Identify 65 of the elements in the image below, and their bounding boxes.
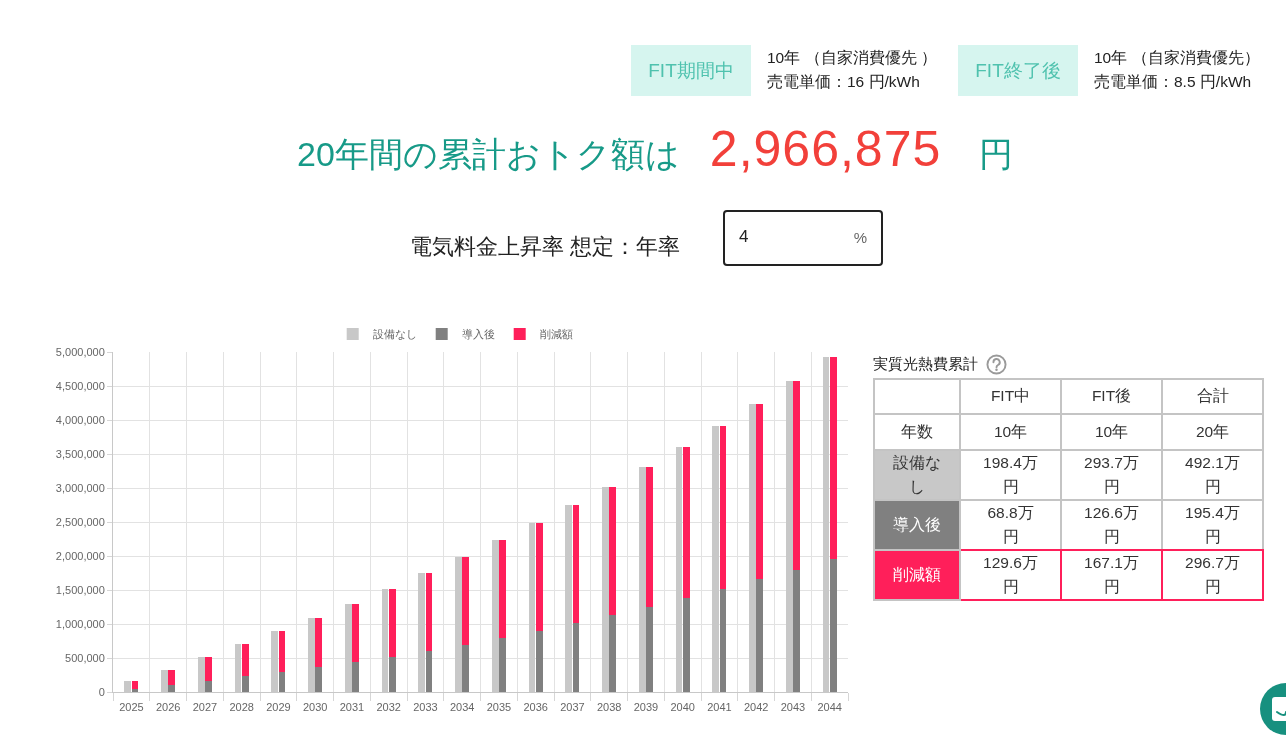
- text: 10年: [1094, 423, 1129, 440]
- text: 492.1万円: [1185, 454, 1240, 495]
- y-tick-label: 1,500,000: [55, 583, 105, 596]
- text: 167.1万円: [1084, 554, 1139, 595]
- x-tick-label: 2027: [192, 701, 218, 714]
- x-tick-label: 2031: [339, 701, 365, 714]
- y-tick-label: 500,000: [65, 651, 105, 664]
- text: 円: [979, 134, 1014, 175]
- text: 293.7万円: [1084, 454, 1139, 495]
- text: 実質光熱費累計: [873, 354, 978, 374]
- text: 10年: [993, 423, 1028, 440]
- x-tick-label: 2033: [413, 701, 438, 714]
- legend-label: 削減額: [539, 328, 573, 341]
- x-tick-label: 2038: [596, 701, 622, 714]
- text: 電気料金上昇率 想定：年率: [410, 233, 681, 261]
- text: 10年 （自家消費優先）: [1094, 48, 1260, 68]
- x-tick-label: 2041: [707, 701, 732, 714]
- category-label: FIT後: [1061, 379, 1162, 414]
- y-tick-label: 4,500,000: [55, 379, 105, 392]
- x-tick-label: 2030: [302, 701, 328, 714]
- x-tick-label: 2036: [523, 701, 548, 714]
- text: FIT期間中: [648, 58, 734, 83]
- text: 68.8万円: [987, 504, 1034, 545]
- x-tick-label: 2044: [817, 701, 842, 714]
- x-tick-label: 2032: [376, 701, 401, 714]
- category-label: 設備なし: [893, 454, 941, 495]
- text: 売電単価：8.5 円/kWh: [1094, 72, 1252, 92]
- x-tick-label: 2042: [743, 701, 769, 714]
- text: 126.6万円: [1084, 504, 1139, 545]
- text: 129.6万円: [983, 554, 1038, 595]
- legend-label: 設備なし: [372, 328, 417, 341]
- text: 198.4万円: [983, 454, 1038, 495]
- category-label: 合計: [1162, 379, 1263, 414]
- x-tick-label: 2025: [119, 701, 144, 714]
- text: 20年: [1195, 423, 1230, 440]
- x-tick-label: 2043: [780, 701, 806, 714]
- text: 195.4万円: [1185, 504, 1240, 545]
- text: 売電単価：16 円/kWh: [767, 72, 920, 92]
- y-tick-label: 2,000,000: [55, 549, 105, 562]
- x-tick-label: 2026: [155, 701, 181, 714]
- y-tick-label: 4,000,000: [55, 413, 105, 426]
- y-tick-label: 2,500,000: [55, 515, 105, 528]
- x-tick-label: 2029: [266, 701, 291, 714]
- text: 10年 （自家消費優先 ）: [767, 48, 937, 68]
- y-tick-label: 1,000,000: [55, 617, 105, 630]
- legend-label: 導入後: [461, 328, 495, 341]
- input-field: 4 %: [723, 210, 883, 266]
- x-tick-label: 2037: [560, 701, 585, 714]
- category-label: 導入後: [893, 516, 941, 533]
- y-tick-label: 3,000,000: [55, 481, 105, 494]
- text: FIT終了後: [975, 58, 1061, 83]
- x-tick-label: 2040: [670, 701, 695, 714]
- y-tick-label: 5,000,000: [55, 345, 105, 358]
- x-tick-label: 2039: [633, 701, 659, 714]
- text: 2,966,875: [709, 120, 942, 178]
- category-label: 削減額: [893, 566, 941, 583]
- text: 296.7万円: [1185, 554, 1240, 595]
- x-tick-label: 2034: [449, 701, 475, 714]
- y-tick-label: 0: [98, 685, 105, 698]
- x-tick-label: 2035: [486, 701, 512, 714]
- text: 20年間の累計おトク額は: [297, 134, 680, 175]
- category-label: FIT中: [960, 379, 1061, 414]
- category-label: 年数: [901, 423, 933, 440]
- x-tick-label: 2028: [229, 701, 254, 714]
- y-tick-label: 3,500,000: [55, 447, 105, 460]
